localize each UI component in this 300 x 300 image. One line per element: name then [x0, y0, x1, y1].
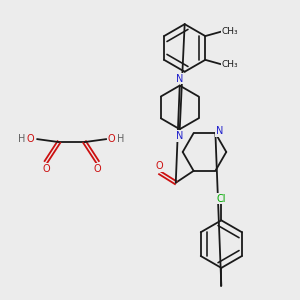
- Text: O: O: [42, 164, 50, 174]
- Text: O: O: [94, 164, 101, 174]
- Text: O: O: [155, 161, 163, 171]
- Text: CH₃: CH₃: [222, 27, 238, 36]
- Text: N: N: [176, 131, 183, 141]
- Text: O: O: [107, 134, 115, 144]
- Text: H: H: [17, 134, 25, 144]
- Text: N: N: [216, 126, 223, 136]
- Text: CH₃: CH₃: [222, 60, 238, 69]
- Text: H: H: [117, 134, 124, 144]
- Text: Cl: Cl: [217, 194, 226, 203]
- Text: O: O: [26, 134, 34, 144]
- Text: N: N: [176, 74, 183, 84]
